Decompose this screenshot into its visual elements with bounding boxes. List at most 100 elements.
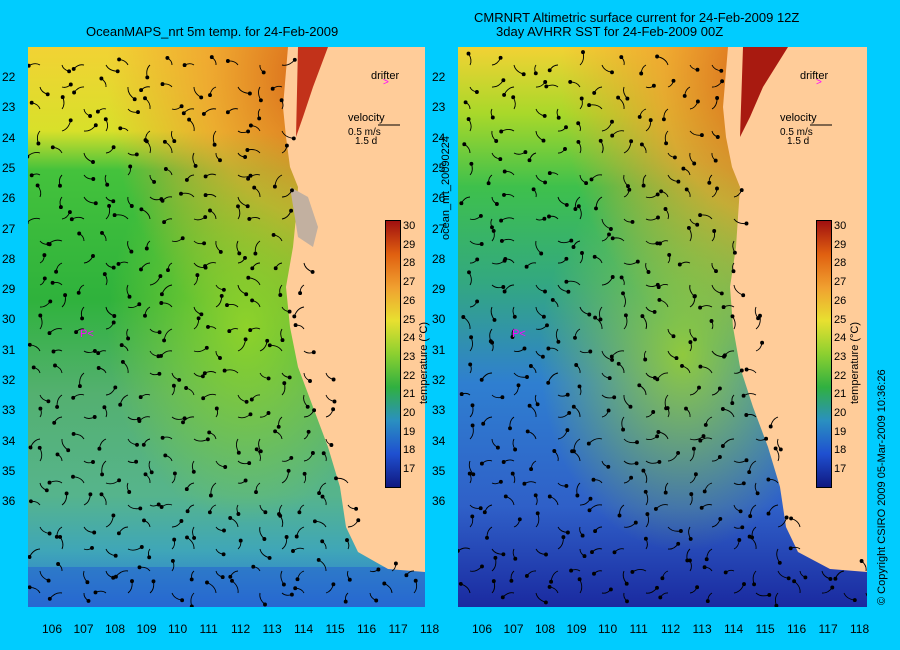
arrow-head — [138, 395, 143, 400]
lat-tick: 31 — [432, 342, 446, 357]
arrow-head — [659, 189, 664, 194]
arrow-head — [648, 118, 653, 123]
arrow-head — [189, 577, 194, 582]
arrow-head — [641, 183, 646, 188]
arrow-head — [469, 335, 474, 340]
arrow-head — [568, 79, 573, 84]
arrow-head — [550, 297, 555, 302]
arrow-head — [643, 489, 648, 494]
arrow-head — [147, 555, 152, 560]
arrow-head — [570, 449, 575, 454]
arrow-head — [258, 449, 263, 454]
arrow-head — [55, 404, 60, 409]
arrow-head — [248, 412, 253, 417]
arrow-head — [698, 364, 703, 369]
arrow-head — [282, 381, 287, 386]
arrow-head — [206, 324, 210, 329]
arrow-head — [31, 365, 36, 370]
arrow-head — [699, 505, 704, 510]
arrow-head — [581, 50, 585, 55]
arrow-head — [544, 552, 548, 557]
arrow-head — [693, 337, 697, 342]
arrow-head — [547, 584, 552, 589]
arrow-head — [63, 293, 68, 298]
arrow-head — [777, 560, 782, 565]
colorbar-tick: 20 — [834, 407, 847, 419]
arrow-head — [294, 534, 299, 539]
lon-tick: 109 — [566, 622, 587, 636]
arrow-head — [76, 290, 81, 295]
arrow-head — [60, 95, 65, 100]
arrow-head — [343, 599, 348, 604]
arrow-head — [522, 346, 527, 351]
arrow-head — [214, 406, 219, 411]
arrow-head — [616, 361, 621, 366]
arrow-head — [458, 581, 463, 586]
arrow-head — [571, 404, 576, 409]
arrow-head — [77, 231, 82, 236]
arrow-head — [610, 70, 614, 75]
arrow-head — [91, 160, 95, 164]
arrow-head — [29, 100, 34, 105]
arrow-head — [576, 121, 581, 126]
arrow-head — [580, 533, 585, 538]
arrow-head — [501, 552, 506, 557]
arrow-head — [651, 410, 656, 414]
arrow-head — [298, 291, 303, 296]
arrow-head — [705, 599, 710, 604]
arrow-head — [236, 450, 241, 455]
arrow-head — [28, 499, 33, 504]
arrow-head — [53, 363, 57, 368]
arrow-head — [179, 191, 183, 196]
arrow-head — [552, 449, 557, 453]
arrow-head — [160, 82, 165, 87]
arrow-head — [592, 571, 596, 576]
arrow-head — [569, 238, 574, 243]
arrow-head — [42, 253, 47, 258]
arrow-head — [308, 379, 312, 383]
arrow-head — [86, 598, 91, 603]
arrow-head — [91, 460, 95, 464]
arrow-head — [767, 592, 772, 597]
left-map-panel: drifter > velocity 0.5 m/s 1.5 d P< — [28, 47, 425, 607]
arrow-head — [516, 383, 521, 388]
arrow-head — [247, 216, 252, 221]
arrow-head — [567, 410, 572, 415]
arrow-head — [803, 575, 808, 580]
arrow-head — [291, 136, 296, 141]
colorbar-tick: 19 — [834, 425, 847, 438]
arrow-head — [589, 177, 594, 182]
arrow-head — [55, 452, 60, 457]
lon-tick: 114 — [724, 622, 744, 636]
arrow-head — [699, 133, 704, 138]
arrow-head — [347, 577, 352, 582]
arrow-head — [556, 339, 561, 344]
arrow-head — [739, 368, 744, 373]
arrow-head — [594, 206, 598, 211]
arrow-head — [47, 596, 52, 601]
arrow-head — [608, 587, 613, 592]
arrow-head — [664, 141, 669, 146]
arrow-head — [91, 254, 95, 258]
arrow-head — [490, 225, 494, 230]
arrow-head — [579, 96, 584, 101]
arrow-head — [160, 198, 165, 203]
lon-tick: 112 — [661, 622, 681, 636]
arrow-head — [45, 92, 50, 97]
lon-tick: 117 — [818, 622, 838, 636]
arrow-head — [652, 309, 657, 314]
arrow-head — [266, 376, 271, 381]
arrow-head — [135, 442, 139, 447]
arrow-head — [498, 479, 503, 484]
arrow-head — [471, 472, 476, 477]
arrow-head — [786, 576, 791, 581]
arrow-head — [99, 492, 104, 497]
arrow-head — [228, 516, 233, 520]
arrow-head — [246, 129, 251, 134]
arrow-head — [158, 274, 163, 279]
arrow-head — [137, 302, 142, 307]
arrow-head — [715, 96, 720, 100]
arrow-head — [606, 408, 611, 413]
arrow-head — [67, 69, 72, 74]
arrow-head — [181, 111, 186, 116]
